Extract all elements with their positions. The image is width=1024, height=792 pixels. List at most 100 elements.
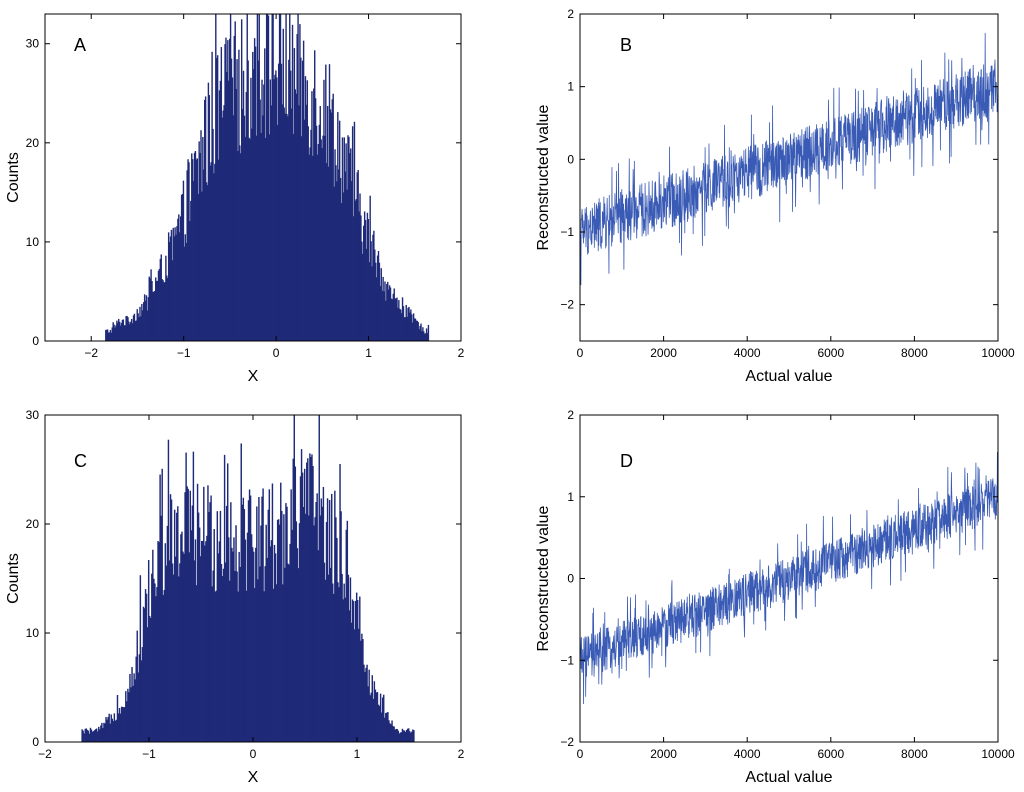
panel-c-bar-275	[367, 686, 369, 742]
panel-a-bar-113	[209, 165, 211, 341]
panel-a-bar-239	[326, 163, 328, 341]
panel-c-bar-292	[385, 713, 387, 742]
panel-c-bar-226	[316, 493, 318, 742]
panel-d-ytick-label-1: −1	[560, 653, 574, 667]
panel-a-bar-248	[334, 149, 336, 341]
panel-a-bar-323	[403, 317, 406, 341]
panel-c-bar-121	[207, 485, 209, 742]
panel-a-bar-344	[423, 331, 425, 341]
panel-c-bar-283	[375, 692, 378, 742]
panel-c-bar-94	[179, 563, 181, 742]
panel-a-bar-66	[166, 275, 168, 341]
panel-a-bar-346	[424, 333, 427, 341]
panel-a-bar-339	[418, 329, 420, 341]
panel-a-bar-211	[300, 57, 302, 342]
panel-c-bar-270	[362, 639, 364, 742]
panel-c-bar-178	[266, 557, 268, 742]
panel-a-bar-205	[294, 89, 296, 341]
panel-b-axes-frame	[579, 13, 999, 342]
panel-a-bar-169	[261, 79, 263, 341]
panel-c-bar-290	[383, 694, 385, 742]
panel-a-bar-176	[267, 15, 270, 342]
panel-c-bar-160	[247, 500, 250, 742]
panel-c-bar-259	[350, 622, 353, 742]
panel-a-bar-98	[195, 159, 198, 341]
panel-a-bar-109	[205, 182, 208, 341]
panel-c-bar-82	[166, 525, 169, 742]
panel-a-bar-186	[277, 124, 279, 341]
panel-c-bar-316	[410, 732, 412, 742]
panel-c-bar-296	[389, 723, 391, 742]
panel-a-bar-83	[181, 193, 184, 341]
panel-a-bar-260	[345, 143, 347, 341]
panel-a-bar-254	[339, 177, 342, 341]
panel-a-bar-343	[422, 327, 424, 341]
panel-a-bar-228	[315, 125, 318, 342]
panel-a-bar-108	[204, 96, 207, 342]
panel-c-bar-32	[114, 720, 117, 742]
panel-c-bar-180	[268, 489, 271, 742]
panel-a-bar-36	[138, 317, 140, 341]
panel-c-bar-11	[92, 731, 95, 742]
panel-c-bar-253	[344, 597, 346, 742]
panel-a-bar-19	[122, 319, 125, 341]
panel-a-bar-243	[329, 109, 332, 341]
panel-c-bar-213	[302, 507, 305, 742]
panel-c-bar-235	[325, 522, 328, 742]
panel-a-bar-338	[417, 322, 419, 341]
panel-c-bar-133	[219, 510, 222, 742]
panel-b-xtick-label-1: 2000	[650, 346, 677, 360]
panel-a-bar-171	[263, 84, 265, 341]
panel-d-series-line-0	[579, 452, 999, 704]
panel-c-bar-228	[318, 415, 320, 742]
panel-c-bar-170	[258, 497, 260, 742]
panel-a-bar-166	[258, 14, 260, 341]
panel-c-bar-186	[274, 553, 277, 742]
panel-a-bar-263	[348, 136, 350, 341]
panel-a-bar-220	[308, 154, 310, 341]
panel-c-bar-140	[227, 463, 229, 742]
panel-c-bar-152	[239, 567, 241, 742]
panel-a-bar-274	[358, 211, 360, 341]
panel-a-bar-340	[419, 325, 421, 341]
panel-b-ticks: 0 2000 4000 6000 8000 10000 −2 −1 0 1 2	[560, 7, 1015, 360]
panel-a-bar-76	[175, 234, 177, 341]
panel-c-bar-97	[182, 551, 184, 742]
panel-a-bar-266	[350, 181, 353, 341]
panel-a-bar-31	[133, 313, 136, 341]
panel-a-bar-250	[336, 181, 338, 341]
panel-d: 0 2000 4000 6000 8000 10000 −2 −1 0 1 2 D Actual v…	[535, 408, 1015, 786]
panel-a-bar-219	[307, 126, 309, 341]
panel-a-bar-330	[410, 309, 412, 341]
panel-a-bar-158	[251, 128, 253, 341]
panel-a-bar-82	[180, 194, 183, 341]
panel-c-bar-7	[88, 733, 91, 742]
panel-c-bar-185	[273, 544, 276, 742]
panel-a-bar-258	[343, 137, 345, 341]
panel-a-bar-201	[290, 108, 293, 341]
panel-b-ytick-label-4: 2	[567, 7, 574, 21]
panel-c-bar-38	[120, 706, 123, 742]
panel-b-ytick-label-3: 1	[567, 80, 574, 94]
panel-c-bar-312	[405, 730, 408, 742]
panel-a-bar-231	[318, 124, 321, 341]
panel-a-bar-262	[347, 135, 349, 341]
panel-a-bar-281	[364, 220, 367, 341]
panel-c-bar-102	[187, 488, 189, 742]
panel-a-bar-90	[188, 162, 190, 341]
panel-a-bar-103	[200, 130, 202, 341]
panel-c-bar-165	[253, 551, 255, 742]
panel-c-bar-177	[265, 524, 267, 742]
panel-a-bar-347	[425, 328, 428, 341]
panel-a-bar-52	[153, 291, 155, 341]
panel-a-bar-144	[238, 49, 240, 342]
panel-b-ylabel: Reconstructed value	[535, 104, 552, 250]
panel-a-bar-191	[281, 104, 284, 342]
panel-a-bar-7	[111, 327, 113, 341]
panel-a-letter: A	[74, 35, 86, 55]
panel-a-bar-315	[396, 297, 398, 341]
panel-a-bar-41	[142, 302, 145, 341]
panel-c-bar-123	[209, 502, 211, 742]
panel-c-bar-256	[347, 574, 350, 742]
panel-a-bar-15	[118, 321, 121, 341]
